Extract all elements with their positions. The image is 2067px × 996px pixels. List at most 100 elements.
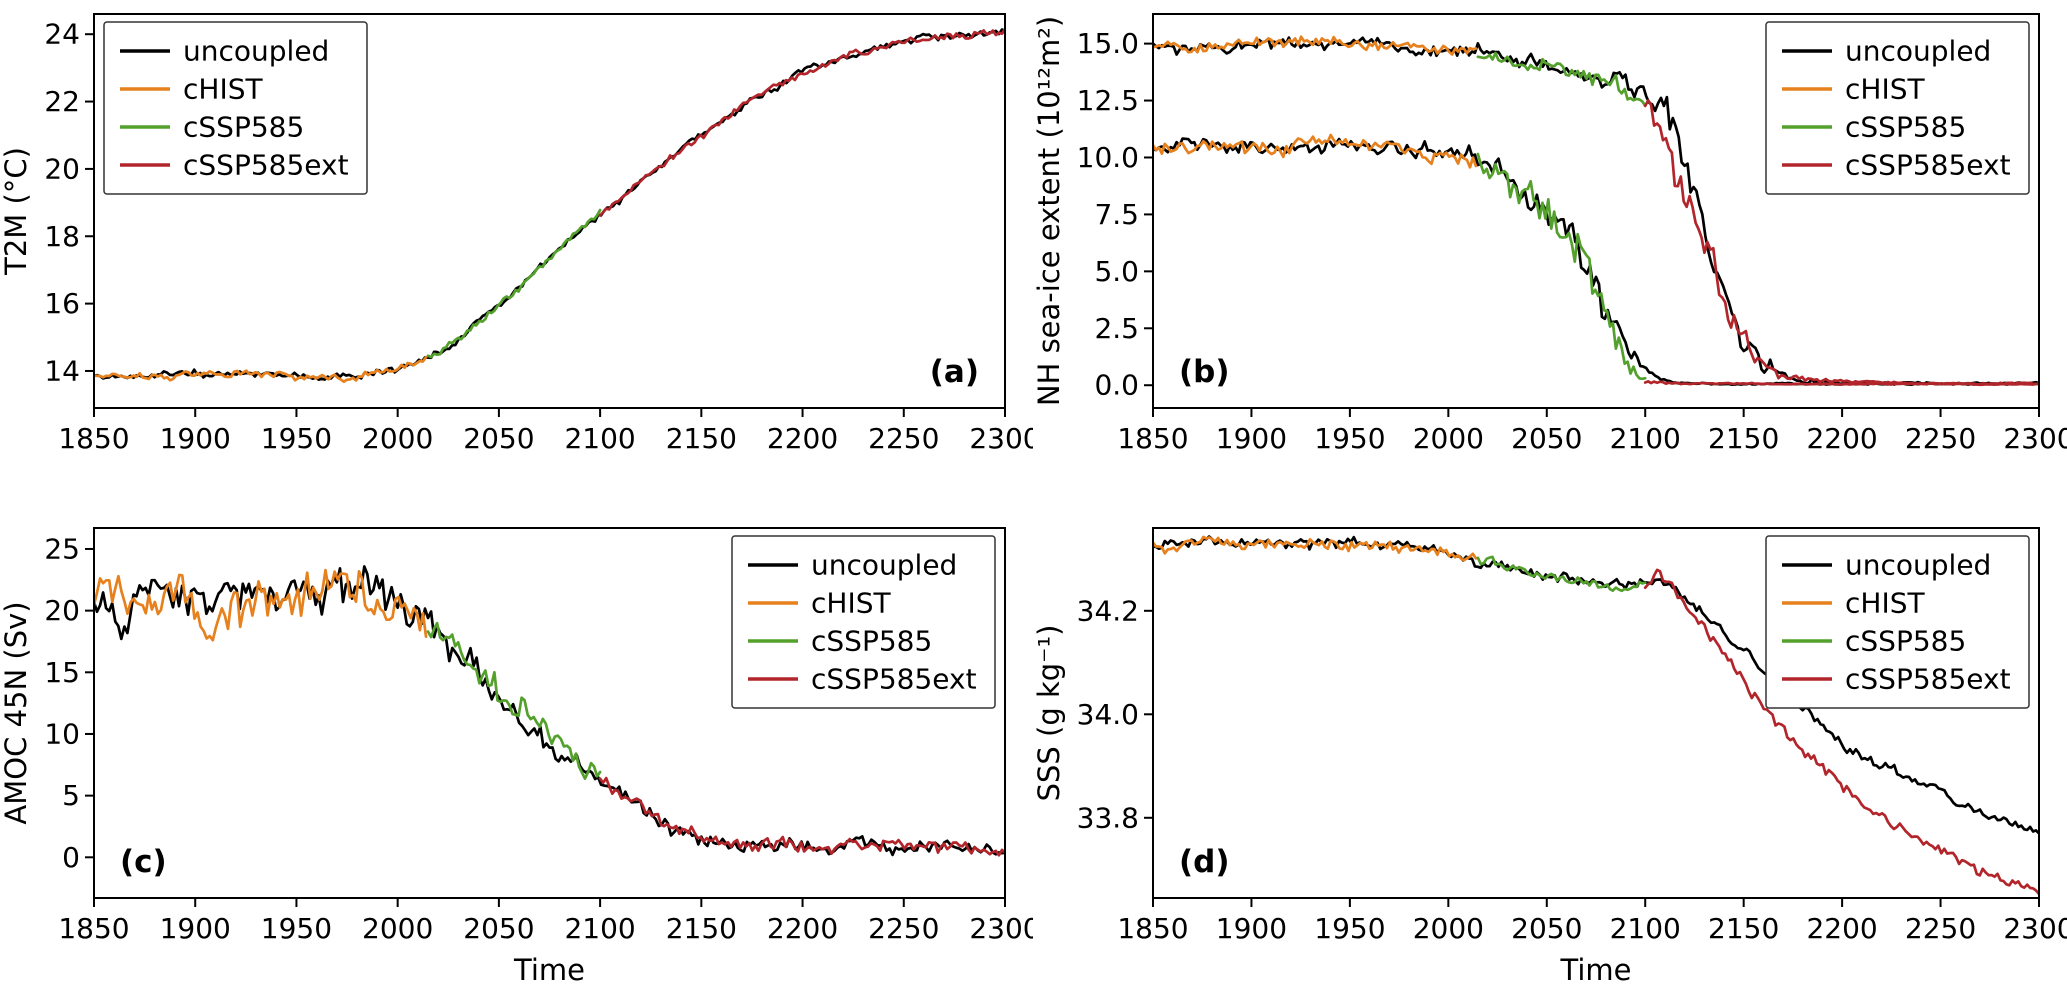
x-tick-label: 2200 [767, 912, 838, 945]
y-tick-label: 15 [44, 656, 80, 689]
series-group [94, 27, 1005, 384]
y-tick-label: 0 [62, 841, 80, 874]
series-uncoupled-line [94, 28, 1005, 382]
legend-label: cHIST [811, 587, 891, 620]
panel-label: (b) [1179, 354, 1230, 390]
legend-label: cSSP585 [1845, 625, 1966, 658]
axis-ticks: 1850 1900 1950 2000 2050 2100 2150 2200 2250 2300… [44, 18, 1033, 455]
legend-frame [103, 21, 368, 195]
legend-label: cHIST [183, 73, 263, 106]
legend-frame [1765, 21, 2030, 195]
series-group [1153, 535, 2039, 896]
x-tick-label: 2100 [564, 912, 635, 945]
series-cSSP585ext-line [598, 27, 1005, 217]
legend: uncoupled cHIST cSSP585 cSSP585ext [103, 21, 368, 195]
x-tick-label: 2200 [1806, 422, 1877, 455]
legend-label: cSSP585 [811, 625, 932, 658]
y-tick-label: 12.5 [1077, 84, 1139, 117]
series-cHIST-min-line [1153, 133, 1478, 169]
legend-frame [731, 535, 996, 709]
series-group [1153, 35, 2039, 387]
legend-label: uncoupled [183, 35, 329, 68]
x-tick-label: 2000 [362, 912, 433, 945]
x-tick-label: 2000 [1413, 422, 1484, 455]
x-tick-label: 2000 [1413, 912, 1484, 945]
y-tick-label: 18 [44, 220, 80, 253]
x-tick-label: 2150 [666, 422, 737, 455]
x-tick-label: 2250 [868, 912, 939, 945]
legend-label: uncoupled [1845, 35, 1991, 68]
y-tick-label: 14 [44, 354, 80, 387]
x-tick-label: 2200 [1806, 912, 1877, 945]
x-tick-label: 1850 [58, 912, 129, 945]
x-tick-label: 2050 [1511, 422, 1582, 455]
legend-label: cSSP585ext [183, 149, 349, 182]
axis-ticks: 1850 1900 1950 2000 2050 2100 2150 2200 2250 2300… [1077, 594, 2067, 945]
x-tick-label: 2150 [1708, 422, 1779, 455]
x-tick-label: 1950 [1314, 422, 1385, 455]
y-tick-label: 0.0 [1094, 369, 1139, 402]
x-tick-label: 2250 [1905, 912, 1976, 945]
x-tick-label: 2050 [463, 422, 534, 455]
legend-label: cHIST [1845, 587, 1925, 620]
series-cSSP585-max-line [1476, 51, 1647, 108]
y-tick-label: 34.2 [1077, 594, 1139, 627]
x-tick-label: 1850 [58, 422, 129, 455]
x-axis-label: Time [1560, 953, 1632, 987]
panel-a: 1850 1900 1950 2000 2050 2100 2150 2200 2250 2300… [0, 0, 1033, 470]
legend-label: cSSP585 [183, 111, 304, 144]
y-tick-label: 2.5 [1094, 312, 1139, 345]
y-tick-label: 25 [44, 532, 80, 565]
series-cSSP585ext-line [1643, 568, 2039, 896]
x-axis-label: Time [513, 953, 585, 987]
axis-ticks: 1850 1900 1950 2000 2050 2100 2150 2200 2250 2300… [1077, 27, 2067, 455]
series-uncoupled-line [94, 565, 1005, 857]
y-tick-label: 7.5 [1094, 198, 1139, 231]
axes-frame [1152, 527, 2040, 899]
panel-label: (c) [120, 844, 167, 880]
y-tick-label: 10.0 [1077, 141, 1139, 174]
x-tick-label: 1900 [1216, 422, 1287, 455]
legend: uncoupled cHIST cSSP585 cSSP585ext [1765, 535, 2030, 709]
series-cHIST-line [1153, 535, 1478, 562]
x-tick-label: 2300 [2003, 912, 2067, 945]
series-cSSP585-line [426, 621, 602, 780]
x-tick-label: 2100 [564, 422, 635, 455]
chart-c-plot: 1850 1900 1950 2000 2050 2100 2150 2200 2250 2300… [0, 470, 1033, 996]
chart-a-plot: 1850 1900 1950 2000 2050 2100 2150 2200 2250 2300… [0, 0, 1033, 470]
y-axis-label: SSS (g kg⁻¹) [1033, 625, 1066, 802]
series-cSSP585-line [1476, 555, 1647, 593]
legend-label: cSSP585ext [1845, 149, 2011, 182]
legend: uncoupled cHIST cSSP585 cSSP585ext [1765, 21, 2030, 195]
chart-b-plot: 1850 1900 1950 2000 2050 2100 2150 2200 2250 2300… [1033, 0, 2067, 470]
panel-d: 1850 1900 1950 2000 2050 2100 2150 2200 2250 2300… [1033, 470, 2067, 996]
y-tick-label: 5 [62, 779, 80, 812]
x-tick-label: 2300 [2003, 422, 2067, 455]
x-tick-label: 1950 [261, 912, 332, 945]
x-tick-label: 1850 [1117, 912, 1188, 945]
panel-b: 1850 1900 1950 2000 2050 2100 2150 2200 2250 2300… [1033, 0, 2067, 470]
y-tick-label: 16 [44, 287, 80, 320]
x-tick-label: 1900 [160, 422, 231, 455]
y-axis-label: NH sea-ice extent (10¹²m²) [1033, 16, 1066, 406]
series-cSSP585-min-line [1476, 152, 1647, 381]
x-tick-label: 2300 [969, 422, 1033, 455]
y-tick-label: 20 [44, 594, 80, 627]
y-tick-label: 5.0 [1094, 255, 1139, 288]
axes-frame [93, 13, 1006, 409]
x-tick-label: 1950 [1314, 912, 1385, 945]
legend: uncoupled cHIST cSSP585 cSSP585ext [731, 535, 996, 709]
y-tick-label: 34.0 [1077, 698, 1139, 731]
y-axis-label: T2M (°C) [0, 147, 33, 276]
x-tick-label: 2150 [666, 912, 737, 945]
y-tick-label: 10 [44, 717, 80, 750]
legend-frame [1765, 535, 2030, 709]
x-tick-label: 2000 [362, 422, 433, 455]
x-tick-label: 2300 [969, 912, 1033, 945]
legend-label: cSSP585ext [811, 663, 977, 696]
series-cSSP585ext-line [598, 776, 1005, 857]
y-axis-label: AMOC 45N (Sv) [0, 601, 33, 824]
y-tick-label: 20 [44, 152, 80, 185]
series-cSSP585-line [426, 208, 602, 359]
